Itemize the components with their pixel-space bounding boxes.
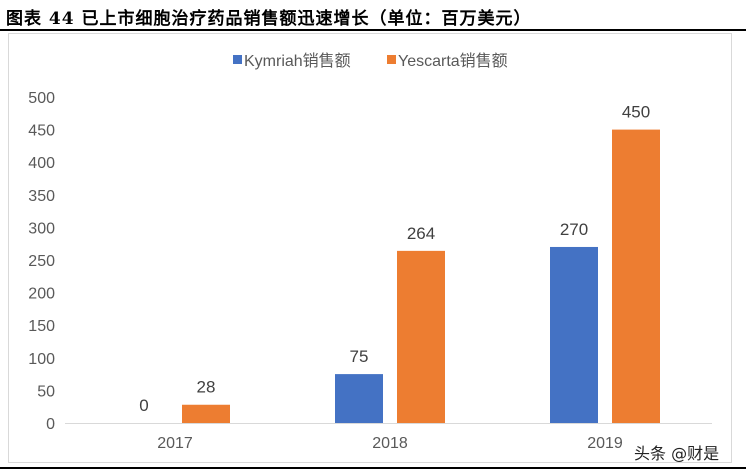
data-label: 0 [139,396,148,415]
y-tick-label: 300 [28,220,55,237]
y-tick-label: 100 [28,351,55,368]
y-tick-label: 200 [28,286,55,303]
x-tick-label: 2018 [372,435,408,452]
y-tick-label: 500 [28,90,55,107]
y-tick-label: 400 [28,155,55,172]
bar-yescarta-2019 [612,129,660,423]
data-label: 28 [197,378,216,397]
watermark: 头条 @财是 [634,444,720,463]
legend-swatch-0 [233,55,242,64]
legend-swatch-1 [387,55,396,64]
legend-label: Kymriah销售额 [244,52,351,70]
data-label: 450 [622,103,650,122]
bottom-rule [0,467,746,469]
y-tick-label: 250 [28,253,55,270]
figure-title: 图表 44 已上市细胞治疗药品销售额迅速增长（单位：百万美元） [6,9,532,29]
x-tick-label: 2017 [157,435,193,452]
x-tick-label: 2019 [587,435,623,452]
data-label: 264 [407,224,435,243]
y-tick-label: 350 [28,188,55,205]
legend-label: Yescarta销售额 [398,52,508,70]
y-tick-label: 0 [46,416,55,433]
y-tick-label: 150 [28,318,55,335]
bar-kymriah-2018 [335,374,383,423]
y-tick-label: 450 [28,123,55,140]
bar-yescarta-2018 [397,250,445,423]
title-rule [0,29,746,31]
bar-kymriah-2019 [550,246,598,423]
data-label: 75 [350,347,369,366]
chart-frame [8,33,732,463]
y-tick-label: 50 [37,383,55,400]
data-label: 270 [560,220,588,239]
bar-yescarta-2017 [182,404,230,423]
